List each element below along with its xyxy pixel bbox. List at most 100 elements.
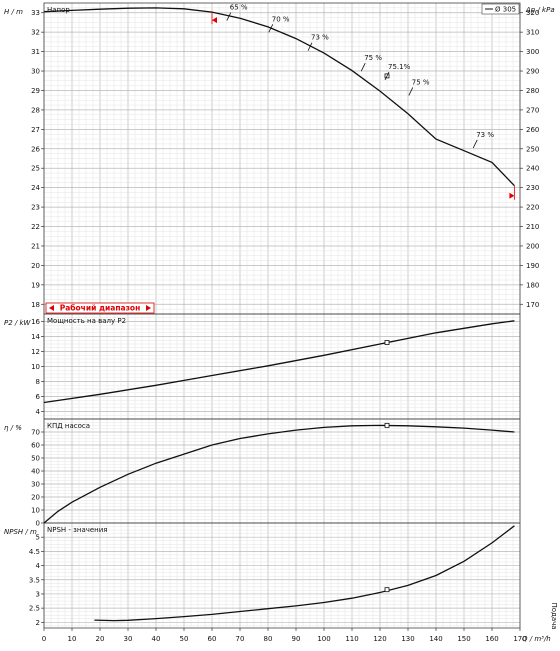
x-tick-label: 150 (457, 635, 470, 643)
curve-power (43, 320, 515, 404)
range-limit-right-arrow (509, 192, 515, 199)
y-tick-label: 30 (31, 68, 40, 76)
y-tick-label: 60 (31, 442, 40, 450)
x-axis-caption: Подача (550, 602, 558, 629)
text-layer: 1819202122232425262728293031323317018019… (4, 4, 558, 643)
y2-tick-label: 290 (526, 68, 539, 76)
operating-point-marker (384, 587, 390, 593)
y-axis-label: η / % (4, 424, 22, 432)
y-tick-label: 8 (36, 378, 40, 386)
y-axis-label: H / m (4, 8, 23, 16)
y-tick-label: 23 (31, 204, 40, 212)
curve-efficiency (43, 424, 515, 524)
y2-tick-label: 260 (526, 126, 539, 134)
y-tick-label: 4.5 (29, 548, 40, 556)
y-tick-label: 3.5 (29, 576, 40, 584)
x-tick-label: 90 (292, 635, 301, 643)
range-limit-left-arrow (212, 17, 217, 24)
y-tick-label: 20 (31, 262, 40, 270)
x-tick-label: 20 (96, 635, 105, 643)
y-tick-label: 18 (31, 301, 40, 309)
x-tick-label: 100 (317, 635, 330, 643)
efficiency-tick (226, 12, 232, 21)
x-tick-label: 10 (68, 635, 77, 643)
y-tick-label: 40 (31, 468, 40, 476)
x-tick-label: 160 (485, 635, 498, 643)
y2-tick-label: 300 (526, 48, 539, 56)
y-tick-label: 29 (31, 87, 40, 95)
x-tick-label: 30 (124, 635, 133, 643)
y-axis-label: NPSH / m (4, 528, 37, 536)
x-tick-label: 120 (373, 635, 386, 643)
curve-npsh (94, 525, 515, 622)
x-tick-label: 110 (345, 635, 358, 643)
y-tick-label: 25 (31, 165, 40, 173)
y-axis-label: P2 / kW (4, 319, 32, 327)
range-arrow-left (49, 305, 54, 311)
y-tick-label: 32 (31, 29, 40, 37)
y-tick-label: 6 (36, 393, 41, 401)
legend-box (481, 3, 520, 15)
x-tick-label: 0 (42, 635, 46, 643)
y-tick-label: 20 (31, 494, 40, 502)
efficiency-label: 73 % (476, 131, 494, 139)
y-tick-label: 21 (31, 242, 40, 250)
x-tick-label: 70 (236, 635, 245, 643)
legend-label: Ø 305 (495, 6, 516, 14)
efficiency-label: 65 % (230, 4, 248, 12)
efficiency-label: 75 % (412, 78, 430, 86)
y-tick-label: 12 (31, 348, 40, 356)
grid-layer (43, 2, 521, 628)
y2-tick-label: 250 (526, 145, 539, 153)
y2-tick-label: 170 (526, 301, 539, 309)
efficiency-tick (360, 62, 366, 72)
efficiency-tick (268, 24, 274, 33)
x-tick-label: 130 (401, 635, 414, 643)
y-tick-label: 3 (36, 590, 40, 598)
x-tick-label: 170 (513, 635, 526, 643)
y2-tick-label: 320 (526, 9, 539, 17)
y-tick-label: 10 (31, 507, 40, 515)
efficiency-tick (307, 42, 313, 51)
range-arrow-right (146, 305, 151, 311)
x-axis-label: Q / m³/h (522, 635, 551, 643)
y-tick-label: 26 (31, 145, 40, 153)
x-tick-label: 40 (152, 635, 161, 643)
y-tick-label: 0 (36, 520, 40, 528)
y2-tick-label: 220 (526, 204, 539, 212)
y-tick-label: 70 (31, 429, 40, 437)
efficiency-label: 70 % (272, 15, 290, 23)
efficiency-label: 75.1% (388, 63, 411, 71)
panel-title: Напор (47, 6, 70, 14)
x-tick-label: 140 (429, 635, 442, 643)
y-tick-label: 22 (31, 223, 40, 231)
y-tick-label: 24 (31, 184, 40, 192)
operating-point-marker (384, 340, 390, 345)
efficiency-label: 75 % (364, 54, 382, 62)
y-tick-label: 10 (31, 363, 40, 371)
y-tick-label: 2 (36, 619, 40, 627)
y2-tick-label: 240 (526, 165, 539, 173)
efficiency-tick (384, 71, 390, 81)
y2-tick-label: 310 (526, 29, 539, 37)
y2-tick-label: 280 (526, 87, 539, 95)
y-tick-label: 4 (36, 562, 41, 570)
panel-title: КПД насоса (47, 422, 90, 430)
panel-frame-npsh (43, 522, 521, 629)
range-box (45, 302, 155, 314)
x-tick-label: 50 (180, 635, 189, 643)
x-tick-label: 80 (264, 635, 273, 643)
range-label: Рабочий диапазон (60, 304, 141, 313)
y-tick-label: 33 (31, 9, 40, 17)
frame-layer (41, 2, 523, 631)
efficiency-tick (408, 87, 414, 96)
y-tick-label: 4 (36, 408, 41, 416)
curve-layer (43, 7, 515, 622)
y-tick-label: 27 (31, 126, 40, 134)
y2-tick-label: 230 (526, 184, 539, 192)
y2-tick-label: 180 (526, 281, 539, 289)
y-tick-label: 28 (31, 106, 40, 114)
y-tick-label: 50 (31, 455, 40, 463)
y-tick-label: 2.5 (29, 605, 40, 613)
